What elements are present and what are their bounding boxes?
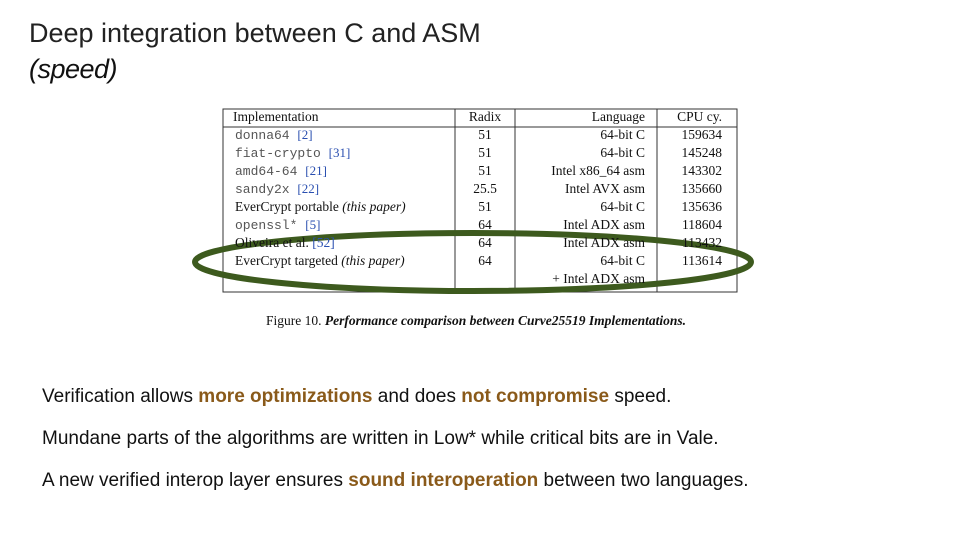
reference: [22] xyxy=(297,181,319,196)
language-cell: Intel x86_64 asm xyxy=(551,163,645,178)
cycles-cell: 143302 xyxy=(682,163,723,178)
highlight-ellipse xyxy=(192,230,754,294)
radix-cell: 64 xyxy=(478,253,492,268)
cycles-cell: 135636 xyxy=(682,199,723,214)
radix-cell: 25.5 xyxy=(473,181,497,196)
caption-text: Performance comparison between Curve2551… xyxy=(325,313,686,328)
radix-cell: 51 xyxy=(478,199,492,214)
radix-cell: 51 xyxy=(478,127,492,142)
radix-cell: 64 xyxy=(478,235,492,250)
emphasis-text: not compromise xyxy=(461,386,610,407)
bullet: Mundane parts of the algorithms are writ… xyxy=(42,428,749,450)
reference: [2] xyxy=(297,127,312,142)
cycles-cell: 159634 xyxy=(682,127,723,142)
implementation-name: EverCrypt targeted xyxy=(235,253,338,268)
implementation-name: openssl* xyxy=(235,218,297,233)
language-cell: 64-bit C xyxy=(600,127,645,142)
emphasis-text: sound interoperation xyxy=(348,470,539,491)
implementation-name: EverCrypt portable xyxy=(235,199,339,214)
column-header: Radix xyxy=(469,109,501,124)
column-header: Implementation xyxy=(233,109,319,124)
bullet-text: Verification allows xyxy=(42,386,199,407)
implementation-cell: amd64-64 [21] xyxy=(235,163,327,179)
reference: [52] xyxy=(312,235,335,250)
bullet-text: Mundane parts of the algorithms are writ… xyxy=(42,428,719,449)
reference: [21] xyxy=(305,163,327,178)
radix-cell: 51 xyxy=(478,163,492,178)
language-cell: Intel ADX asm xyxy=(563,235,645,250)
language-cell: Intel AVX asm xyxy=(565,181,645,196)
caption-label: Figure 10. xyxy=(266,313,322,328)
column-header: CPU cy. xyxy=(677,109,722,124)
implementation-cell: fiat-crypto [31] xyxy=(235,145,350,161)
cycles-cell: 113432 xyxy=(682,235,722,250)
implementation-name: fiat-crypto xyxy=(235,146,321,161)
bullet-text: A new verified interop layer ensures xyxy=(42,470,349,491)
language-cell: 64-bit C xyxy=(600,253,645,268)
language-cell: Intel ADX asm xyxy=(563,217,645,232)
implementation-name: amd64-64 xyxy=(235,164,298,179)
slide-subtitle: (speed) xyxy=(29,54,118,84)
implementation-cell: EverCrypt portable (this paper) xyxy=(235,199,406,214)
implementation-cell: Oliveira et al. [52] xyxy=(235,235,335,250)
cycles-cell: 113614 xyxy=(682,253,722,268)
bullet-text: and does xyxy=(372,386,462,407)
implementation-cell: openssl* [5] xyxy=(235,217,320,233)
bullet-text: speed. xyxy=(609,386,672,407)
radix-cell: 51 xyxy=(478,145,492,160)
cycles-cell: 118604 xyxy=(682,217,722,232)
language-cell: 64-bit C xyxy=(600,145,645,160)
implementation-cell: EverCrypt targeted (this paper) xyxy=(235,253,405,268)
note: (this paper) xyxy=(341,253,405,268)
cycles-cell: 135660 xyxy=(682,181,723,196)
cycles-cell: 145248 xyxy=(682,145,723,160)
implementation-name: donna64 xyxy=(235,128,290,143)
implementation-cell: donna64 [2] xyxy=(235,127,313,143)
reference: [5] xyxy=(305,217,320,232)
radix-cell: 64 xyxy=(478,217,492,232)
note: (this paper) xyxy=(342,199,406,214)
emphasis-text: more optimizations xyxy=(198,386,373,407)
language-cell: + Intel ADX asm xyxy=(552,271,645,286)
implementation-cell: sandy2x [22] xyxy=(235,181,319,197)
reference: [31] xyxy=(329,145,351,160)
implementation-name: Oliveira et al. xyxy=(235,235,309,250)
bullet: A new verified interop layer ensures sou… xyxy=(42,470,749,492)
bullet-text: between two languages. xyxy=(538,470,749,491)
implementation-name: sandy2x xyxy=(235,182,290,197)
bullet-list: Verification allows more optimizations a… xyxy=(42,386,749,512)
language-cell: 64-bit C xyxy=(600,199,645,214)
column-header: Language xyxy=(592,109,645,124)
slide-title: Deep integration between C and ASM xyxy=(29,18,481,48)
bullet: Verification allows more optimizations a… xyxy=(42,386,749,408)
figure-caption: Figure 10. Performance comparison betwee… xyxy=(266,313,686,328)
